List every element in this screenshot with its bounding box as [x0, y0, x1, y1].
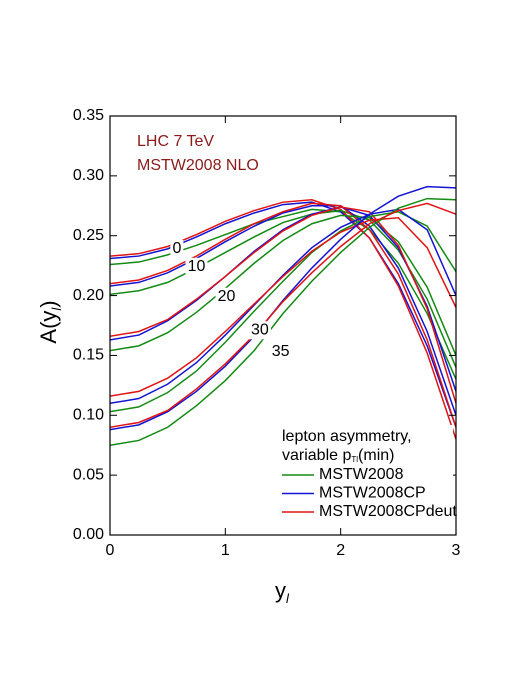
- legend-label: MSTW2008CP: [319, 485, 426, 502]
- curve-label-bg: [215, 287, 238, 306]
- x-label-sub: l: [286, 591, 290, 606]
- legend-title: lepton asymmetry,: [282, 428, 412, 445]
- plot-frame: [109, 115, 457, 536]
- annotation: LHC 7 TeV: [137, 133, 214, 150]
- x-tick-label: 0: [106, 542, 115, 559]
- y-label-main: A(y: [36, 311, 61, 344]
- series-line: [110, 206, 456, 404]
- curve-label: 0: [172, 240, 181, 257]
- y-tick-label: 0.15: [73, 347, 104, 364]
- y-label-end: ): [36, 300, 61, 307]
- series-line: [110, 197, 456, 446]
- curve-label: 30: [251, 322, 269, 339]
- legend-title-sub: Tl: [351, 455, 358, 464]
- annotation: MSTW2008 NLO: [137, 157, 259, 174]
- series-line: [110, 209, 456, 368]
- plot: [110, 185, 456, 446]
- legend-label: MSTW2008: [319, 466, 404, 483]
- series-line: [110, 202, 456, 428]
- series-line: [110, 206, 456, 392]
- y-label-sub: l: [49, 307, 64, 311]
- series-line: [110, 208, 456, 380]
- y-tick-label: 0.25: [73, 227, 104, 244]
- series-line: [110, 214, 456, 356]
- x-axis-label: yl: [275, 578, 290, 607]
- legend-title-part: variable p: [282, 447, 351, 464]
- y-tick-label: 0.20: [73, 287, 104, 304]
- x-tick-label: 3: [452, 542, 461, 559]
- legend-bg: [278, 425, 453, 523]
- legend-title: variable pTl(min): [282, 447, 394, 464]
- series-line: [110, 201, 456, 428]
- legend-label: MSTW2008CPdeut: [319, 503, 457, 520]
- x-tick-label: 1: [221, 542, 230, 559]
- curve-label-bg: [269, 342, 292, 361]
- curve-label-bg: [248, 321, 271, 340]
- y-tick-label: 0.35: [73, 107, 104, 124]
- x-tick-label: 2: [336, 542, 345, 559]
- series-line: [110, 208, 456, 405]
- y-axis-label: A(yl): [36, 300, 65, 343]
- series-line: [110, 199, 456, 440]
- series-line: [110, 216, 456, 397]
- y-tick-label: 0.00: [73, 526, 104, 543]
- y-tick-label: 0.10: [73, 407, 104, 424]
- legend-title-part: (min): [358, 447, 394, 464]
- curve-label: 20: [218, 288, 236, 305]
- y-tick-label: 0.30: [73, 167, 104, 184]
- series-line: [110, 205, 456, 416]
- curve-label-bg: [170, 239, 184, 258]
- curve-label: 35: [272, 343, 290, 360]
- series-line: [110, 202, 456, 428]
- curve-label-bg: [185, 257, 208, 276]
- series-line: [110, 210, 456, 413]
- curve-label: 10: [188, 258, 206, 275]
- y-tick-label: 0.05: [73, 466, 104, 483]
- x-label-main: y: [275, 578, 286, 603]
- series-line: [110, 185, 456, 431]
